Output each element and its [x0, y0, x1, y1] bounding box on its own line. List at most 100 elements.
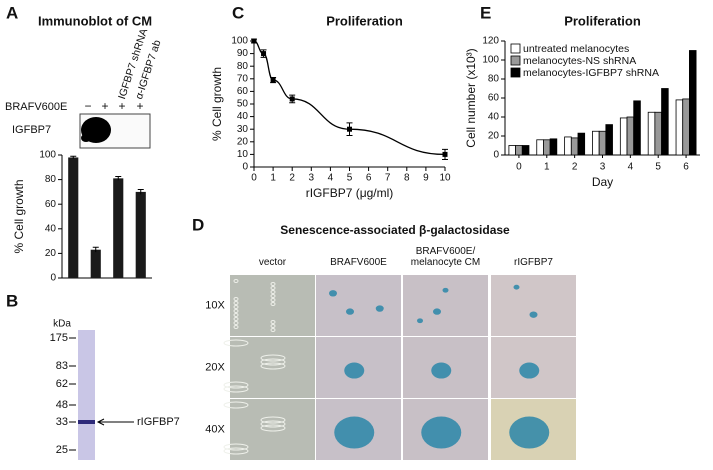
- blot-band-label: IGFBP7: [12, 124, 51, 136]
- y-tick-label: 40: [488, 112, 500, 123]
- gel-marker-label: 62: [56, 378, 68, 390]
- cell: [260, 416, 286, 424]
- y-tick-label: 60: [488, 93, 500, 104]
- y-tick-label: 50: [237, 99, 249, 110]
- stained-cell: [334, 416, 375, 449]
- y-tick-label: 20: [488, 131, 500, 142]
- y-tick-label: 100: [482, 55, 499, 66]
- bar: [661, 88, 669, 156]
- error-bar: [70, 155, 77, 159]
- cell: [233, 301, 239, 305]
- blot-sign: +: [101, 99, 108, 113]
- x-tick-label: 0: [516, 162, 522, 173]
- x-tick-label: 7: [385, 173, 391, 184]
- x-tick-label: 1: [270, 173, 276, 184]
- y-tick-label: 120: [482, 36, 499, 47]
- y-tick-label: 80: [488, 74, 500, 85]
- x-tick-label: 2: [572, 162, 578, 173]
- bar: [515, 145, 523, 156]
- cell: [223, 443, 249, 451]
- stained-cell: [421, 416, 462, 449]
- micrograph: [230, 337, 315, 398]
- legend-swatch: [510, 43, 521, 54]
- column-header: vector: [258, 257, 287, 268]
- cell: [270, 294, 276, 298]
- y-tick-label: 20: [237, 136, 249, 147]
- y-tick-label: 100: [231, 36, 248, 47]
- stained-cell: [529, 311, 538, 318]
- stained-cell: [519, 362, 540, 379]
- x-axis-label: rIGFBP7 (μg/ml): [306, 186, 394, 200]
- gel-band: [78, 420, 95, 424]
- stained-cell: [417, 318, 423, 324]
- y-axis-label: % Cell growth: [12, 179, 26, 253]
- cell: [233, 309, 239, 313]
- blot-band: [81, 134, 91, 142]
- bar: [536, 139, 544, 156]
- cell: [223, 401, 249, 409]
- gel-band-label: rIGFBP7: [137, 416, 180, 428]
- cell: [233, 317, 239, 321]
- cell: [260, 362, 286, 370]
- x-axis-label: Day: [592, 175, 613, 189]
- gel-unit: kDa: [53, 319, 71, 330]
- legend-label: melanocytes-NS shRNA: [523, 55, 636, 67]
- cell: [270, 298, 276, 302]
- bar: [135, 191, 146, 278]
- bar: [90, 249, 101, 278]
- x-tick-label: 4: [328, 173, 334, 184]
- point: [347, 126, 352, 132]
- cell: [233, 325, 239, 329]
- y-tick-label: 20: [45, 248, 57, 259]
- x-tick-label: 3: [309, 173, 315, 184]
- x-tick-label: 5: [655, 162, 661, 173]
- cell: [270, 324, 276, 328]
- chart-title: Proliferation: [564, 13, 641, 28]
- gel-marker-label: 48: [56, 399, 68, 411]
- bar: [521, 145, 530, 156]
- stained-cell: [329, 290, 337, 297]
- cell: [270, 320, 276, 324]
- cell: [233, 313, 239, 317]
- error-bar: [92, 246, 99, 253]
- y-tick-label: 0: [242, 162, 248, 173]
- line: [253, 40, 446, 156]
- gel-marker-label: 25: [56, 444, 68, 456]
- cell: [270, 290, 276, 294]
- y-axis-label: % Cell growth: [210, 67, 224, 141]
- chart-title: Proliferation: [326, 13, 403, 28]
- stained-cell: [431, 362, 452, 379]
- bar: [682, 98, 690, 156]
- y-tick-label: 40: [237, 111, 249, 122]
- micrograph: [403, 275, 488, 336]
- y-tick-label: 0: [50, 273, 56, 284]
- gel-marker-label: 33: [56, 416, 68, 428]
- point: [251, 38, 257, 44]
- cell: [223, 381, 249, 389]
- micrograph: [316, 275, 401, 336]
- cell: [233, 321, 239, 325]
- row-label: 10X: [205, 299, 225, 311]
- panel-label: C: [232, 3, 244, 22]
- bar: [543, 139, 551, 156]
- legend-label: melanocytes-IGFBP7 shRNA: [523, 67, 659, 79]
- bar: [113, 178, 124, 278]
- y-tick-label: 30: [237, 124, 249, 135]
- gel-marker-label: 83: [56, 360, 68, 372]
- x-tick-label: 5: [347, 173, 353, 184]
- bar: [508, 145, 516, 156]
- cell: [233, 279, 239, 283]
- column-header: BRAFV600E/ melanocyte CM: [410, 246, 481, 268]
- blot-row-label: BRAFV600E: [5, 101, 67, 113]
- y-tick-label: 40: [45, 223, 57, 234]
- x-tick-label: 8: [404, 173, 410, 184]
- blot-sign: −: [84, 99, 91, 113]
- stained-cell: [442, 287, 449, 293]
- bar: [619, 117, 628, 156]
- cell: [270, 282, 276, 286]
- bar: [570, 137, 579, 156]
- y-tick-label: 0: [493, 150, 499, 161]
- bar: [605, 124, 613, 156]
- panel-label: B: [6, 291, 18, 310]
- bar: [68, 157, 79, 278]
